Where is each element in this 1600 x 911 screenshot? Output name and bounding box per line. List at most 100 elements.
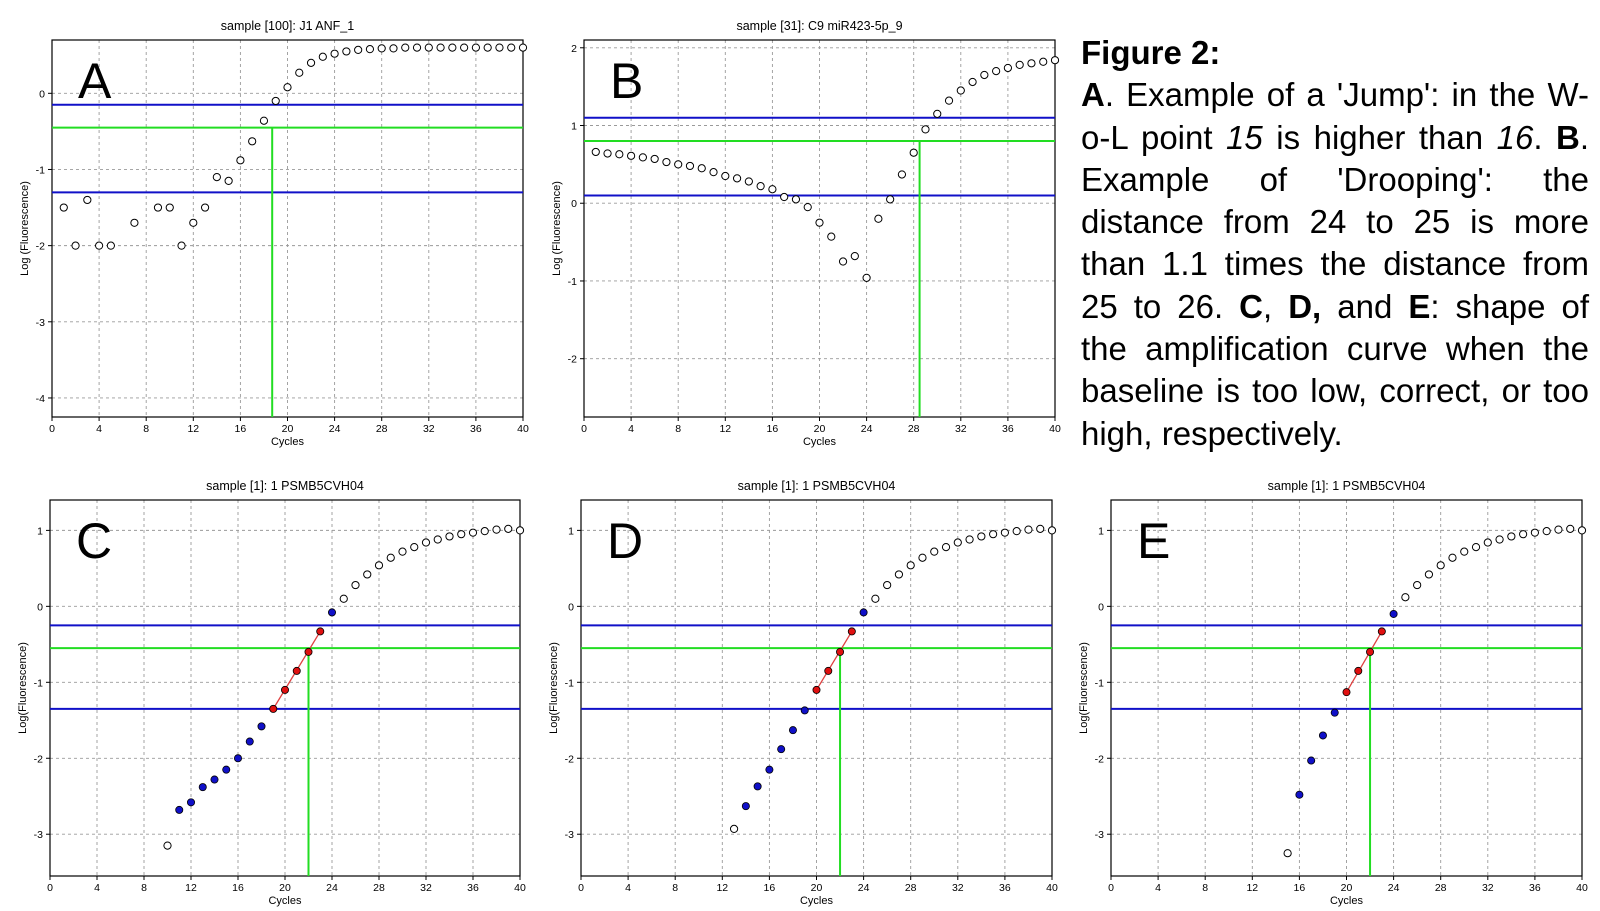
panel-d-data-point <box>965 535 974 544</box>
panel-b-data-point <box>627 151 636 160</box>
panel-b-data-point <box>732 174 742 183</box>
panel-b-data-point <box>603 149 612 158</box>
panel-d-xtick-label: 4 <box>625 882 631 894</box>
panel-c-xlabel: Cycles <box>268 895 302 907</box>
panel-e-xtick-label: 32 <box>1482 882 1494 894</box>
panel-c-data-point <box>480 527 489 536</box>
panel-c-xtick-label: 36 <box>467 882 479 894</box>
panel-d-data-point <box>1036 524 1045 533</box>
panel-c-data-point <box>351 580 360 590</box>
panel-e-xtick-label: 4 <box>1155 882 1161 894</box>
panel-c-xtick-label: 24 <box>326 882 338 894</box>
panel-c-data-point <box>292 666 301 675</box>
panel-a-data-point <box>448 43 457 52</box>
panel-c-ytick-label: -1 <box>34 677 43 689</box>
panel-b-data-point <box>721 171 730 181</box>
panel-d-xtick-label: 16 <box>764 882 776 894</box>
panel-a-data-point <box>200 203 210 212</box>
panel-b-data-point <box>827 232 836 241</box>
panel-b-data-point <box>1039 57 1048 66</box>
panel-b-data-point <box>944 96 954 105</box>
panel-d-data-point <box>883 580 892 590</box>
panel-b-data-point <box>874 214 883 223</box>
panel-d-ytick-label: 1 <box>568 525 574 537</box>
panel-b-data-point <box>850 251 859 261</box>
panel-d-ytick-label: -2 <box>565 753 574 765</box>
panel-b-xtick-label: 0 <box>581 423 587 435</box>
panel-a-ytick-label: -3 <box>36 317 45 329</box>
panel-c-data-point <box>186 798 195 807</box>
panel-e-data-point <box>1495 535 1504 544</box>
panel-c-data-point <box>457 530 466 539</box>
panel-b-data-point <box>780 192 789 202</box>
panel-c-ytick-label: 1 <box>37 525 43 537</box>
panel-a-xtick-label: 32 <box>423 423 435 435</box>
panel-a-letter: A <box>78 53 112 109</box>
panel-d-ylabel: Log(Fluorescence) <box>548 642 560 734</box>
panel-a-data-point <box>95 241 104 250</box>
panel-e-xtick-label: 36 <box>1529 882 1541 894</box>
panel-c-data-point <box>363 570 372 579</box>
chart-panel-d: sample [1]: 1 PSMB5CVH04 0 4 8 12 16 20 24 28 32 3… <box>548 479 1058 907</box>
panel-e-data-point <box>1424 570 1434 579</box>
figure-caption: Figure 2: A. Example of a 'Jump': in the… <box>1081 32 1589 455</box>
chart-panel-a: sample [100]: J1 ANF_1 0 4 8 12 16 20 24 28 32 36 4… <box>19 19 529 448</box>
panel-d-xlabel: Cycles <box>800 895 834 907</box>
panel-c-ytick-label: -3 <box>34 829 43 841</box>
caption-title: Figure 2: <box>1081 34 1221 71</box>
panel-b-data-point <box>615 150 624 159</box>
panel-c-data-point <box>269 704 278 713</box>
panel-d-data-point <box>753 782 762 791</box>
panel-a-data-point <box>71 241 80 250</box>
panel-d-data-point <box>1000 528 1010 537</box>
panel-b-data-point <box>897 170 907 179</box>
panel-b-xtick-label: 32 <box>955 423 967 435</box>
panel-c-xtick-label: 28 <box>373 882 385 894</box>
panel-a-xtick-label: 36 <box>470 423 482 435</box>
panel-d-data-point <box>847 627 856 636</box>
panel-a-data-point <box>342 47 351 56</box>
panel-e-ytick-label: -1 <box>1095 677 1104 689</box>
panel-b-data-point <box>968 77 977 87</box>
panel-e-xtick-label: 8 <box>1202 882 1208 894</box>
panel-b-data-point <box>862 273 871 282</box>
panel-c-data-point <box>492 525 501 534</box>
panel-d-xtick-label: 24 <box>858 882 870 894</box>
panel-e-data-point <box>1366 647 1375 656</box>
panel-a-data-point <box>106 241 115 250</box>
panel-e-data-point <box>1377 627 1386 636</box>
panel-b-data-point <box>815 218 824 227</box>
panel-d-title: sample [1]: 1 PSMB5CVH04 <box>738 479 896 493</box>
caption-d-letter: D, <box>1288 287 1322 325</box>
panel-e-title: sample [1]: 1 PSMB5CVH04 <box>1268 479 1426 493</box>
panel-c-data-point <box>210 775 219 784</box>
panel-e-data-point <box>1389 609 1398 618</box>
panel-b-xtick-label: 36 <box>1002 423 1014 435</box>
panel-e-data-point <box>1519 530 1528 539</box>
panel-c-xtick-label: 0 <box>47 882 53 894</box>
panel-d-data-point <box>989 530 998 539</box>
panel-d-data-point <box>1024 525 1033 534</box>
panel-d-data-point <box>930 547 939 556</box>
caption-a-text3: . <box>1533 118 1543 156</box>
panel-e-data-point <box>1413 580 1422 590</box>
panel-a-data-point <box>130 218 139 227</box>
panel-e-xtick-label: 20 <box>1341 882 1353 894</box>
panel-a-xtick-label: 0 <box>49 423 55 435</box>
panel-a-data-point <box>507 43 516 52</box>
panel-e-ytick-label: 0 <box>1098 601 1104 613</box>
panel-b-letter: B <box>610 53 643 109</box>
panel-e-letter: E <box>1137 513 1170 569</box>
panel-e-xtick-label: 16 <box>1294 882 1306 894</box>
panel-c-data-point <box>245 737 254 746</box>
panel-a-data-point <box>318 52 327 61</box>
panel-b-data-point <box>1015 60 1024 69</box>
panel-c-data-point <box>386 553 395 562</box>
panel-e-data-point <box>1507 532 1516 541</box>
panel-b-data-point <box>697 164 706 173</box>
panel-e-data-point <box>1307 756 1316 765</box>
chart-panel-b: sample [31]: C9 miR423-5p_90 4 8 12 16 20 24 28… <box>551 19 1061 448</box>
panel-e-xtick-label: 40 <box>1576 882 1588 894</box>
caption-a-text1: . Example of a 'Jump': in the W-o-L poin… <box>1081 76 1589 156</box>
